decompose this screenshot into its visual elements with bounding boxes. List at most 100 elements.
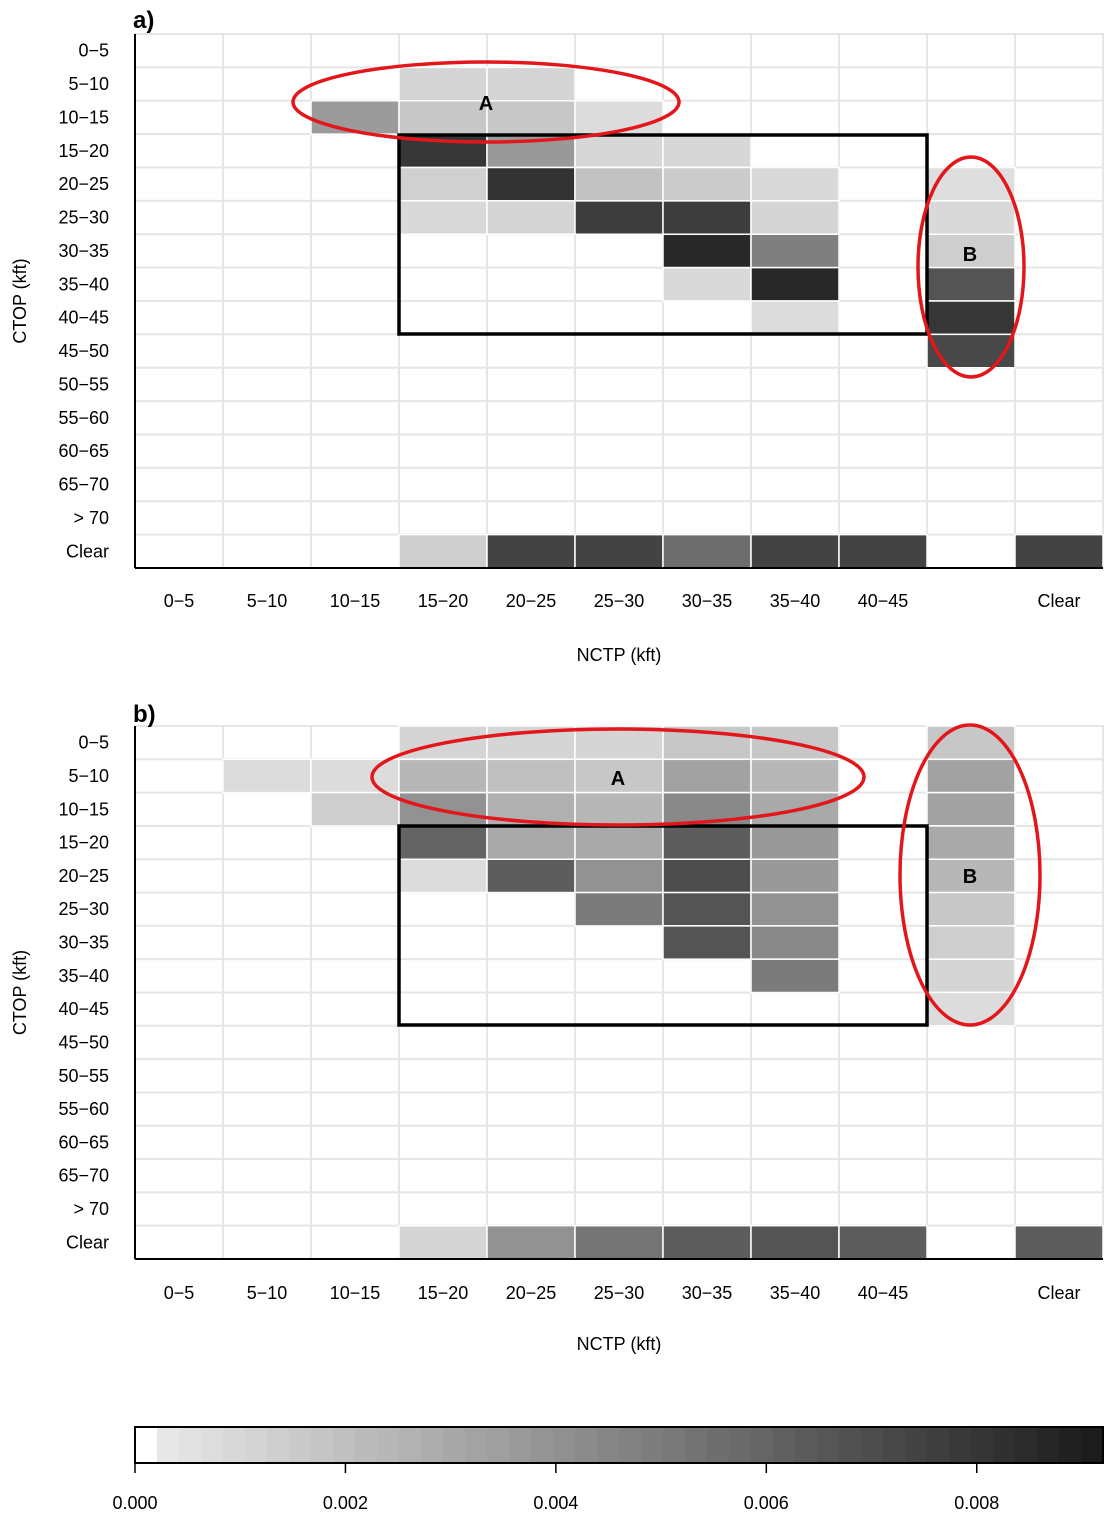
heatmap-cell [1014,533,1104,569]
grid-cell [134,33,224,69]
grid-cell [310,266,400,302]
grid-cell [750,1191,840,1227]
heatmap-cell [486,1224,576,1260]
grid-cell [222,1091,312,1127]
colorbar-swatch [1037,1427,1060,1463]
heatmap-cell [574,533,664,569]
grid-cell [838,991,928,1027]
x-tick-label: 0−5 [164,591,195,611]
y-tick-label: 35−40 [58,966,109,986]
grid-cell [222,333,312,369]
grid-cell [574,1124,664,1161]
y-tick-label: 0−5 [78,733,109,753]
grid-cell [1014,266,1104,302]
colorbar-tick-label: 0.006 [744,1493,789,1513]
grid-cell [310,333,400,369]
grid-cell [926,33,1016,69]
colorbar-swatch [245,1427,268,1463]
grid-cell [310,33,400,69]
heatmap-cell [750,858,840,894]
heatmap-cell [662,133,752,169]
grid-cell [486,1158,576,1194]
heatmap-cell [926,925,1016,960]
grid-cell [750,333,840,369]
y-tick-label: 15−20 [58,833,109,853]
colorbar-swatch [377,1427,400,1463]
grid-cell [134,958,224,994]
grid-cell [310,1191,400,1227]
grid-cell [662,1124,752,1161]
grid-cell [222,300,312,336]
grid-cell [838,1124,928,1161]
y-tick-label: Clear [66,1232,109,1252]
heatmap-cell [662,233,752,269]
y-tick-label: 30−35 [58,933,109,953]
x-tick-label: 40−45 [858,591,909,611]
x-tick-label: 30−35 [682,1283,733,1303]
y-tick-label: 10−15 [58,799,109,819]
grid-cell [486,958,576,994]
colorbar-swatch [729,1427,752,1463]
colorbar-swatch [179,1427,202,1463]
grid-cell [926,400,1016,436]
y-tick-label: 10−15 [58,107,109,127]
grid-cell [222,791,312,827]
heatmap-cell [486,66,576,102]
x-tick-label: 40−45 [858,1283,909,1303]
grid-cell [574,1191,664,1227]
grid-cell [1014,824,1104,861]
grid-cell [134,233,224,269]
heatmap-cell [926,266,1016,302]
heatmap-cell [398,200,488,235]
grid-cell [398,1124,488,1161]
grid-cell [1014,858,1104,894]
grid-cell [134,1058,224,1094]
grid-cell [486,333,576,369]
colorbar-frame [134,1426,1104,1464]
grid-cell [1014,991,1104,1027]
grid-cell [310,891,400,927]
grid-cell [398,333,488,369]
grid-cell [134,1124,224,1161]
colorbar-swatch [817,1427,840,1463]
grid-cell [134,533,224,569]
grid-cell [134,1224,224,1260]
y-tick-label: 25−30 [58,899,109,919]
grid-cell [134,433,224,469]
colorbar-swatch [289,1427,312,1463]
grid-cell [222,500,312,536]
grid-cell [134,858,224,894]
grid-cell [398,1058,488,1094]
grid-cell [398,500,488,536]
heatmap-cell [310,791,400,827]
x-tick-label: Clear [1037,1283,1080,1303]
grid-cell [310,824,400,861]
grid-cell [574,233,664,269]
heatmap-cell [662,166,752,202]
heatmap-cell [1014,1224,1104,1260]
grid-cell [1014,99,1104,136]
y-tick-label: 20−25 [58,174,109,194]
grid-cell [310,1124,400,1161]
grid-cell [310,300,400,336]
grid-cell [134,99,224,136]
heatmap-cell [574,1224,664,1260]
grid-cell [134,1024,224,1061]
grid-cell [134,133,224,169]
grid-cell [838,333,928,369]
grid-cell [1014,300,1104,336]
grid-cell [926,500,1016,536]
colorbar-swatch [993,1427,1016,1463]
grid-cell [222,1124,312,1161]
heatmap-cell [750,266,840,302]
heatmap-cell [486,858,576,894]
annotation-ellipse [291,60,681,144]
colorbar-swatch [1059,1427,1082,1463]
highlight-box [397,133,929,336]
grid-cell [134,366,224,403]
grid-cell [222,891,312,927]
heatmap-cell [574,100,664,135]
y-tick-label: 35−40 [58,274,109,294]
y-tick-label: 65−70 [58,475,109,495]
grid-cell [222,466,312,503]
